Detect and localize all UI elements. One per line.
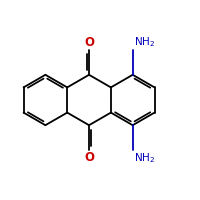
Text: NH$_2$: NH$_2$ [134, 35, 155, 49]
Text: O: O [84, 151, 94, 164]
Text: NH$_2$: NH$_2$ [134, 151, 155, 165]
Text: O: O [84, 36, 94, 49]
